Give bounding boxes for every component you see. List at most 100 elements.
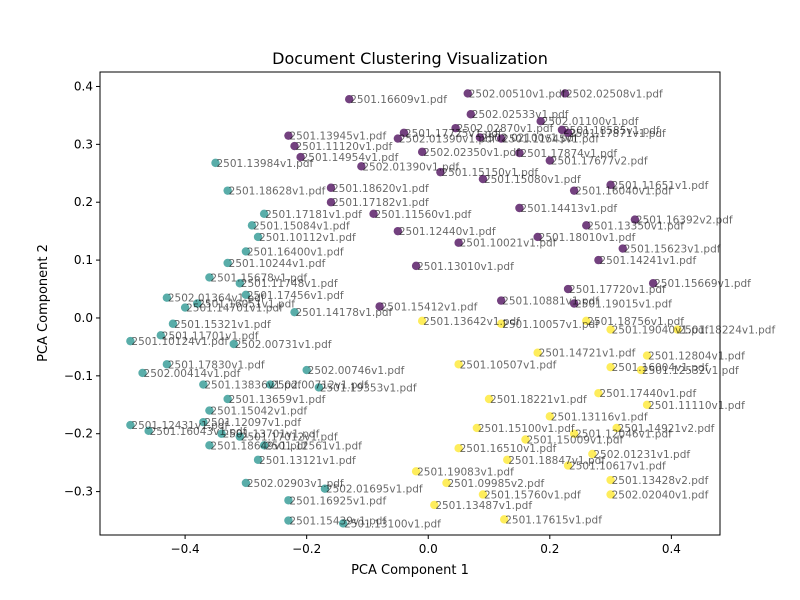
data-point xyxy=(223,394,232,404)
data-point xyxy=(126,420,135,430)
data-point xyxy=(247,221,257,230)
data-point xyxy=(180,303,190,312)
data-point xyxy=(618,244,627,253)
point-label: 2501.17871v1.pdf xyxy=(569,128,666,140)
data-point xyxy=(144,426,153,436)
point-label: 2501.13116v1.pdf xyxy=(551,411,648,423)
data-point xyxy=(235,279,245,288)
data-point xyxy=(454,443,463,453)
data-point xyxy=(496,134,506,143)
point-label: 2501.13836v1.pdf xyxy=(204,380,301,392)
data-point xyxy=(563,284,573,294)
data-point xyxy=(500,515,509,524)
point-label: 2501.12440v1.pdf xyxy=(399,226,496,238)
point-label: 2501.12561v1.pdf xyxy=(265,440,362,452)
plot-frame xyxy=(99,71,721,536)
point-label: 2501.19015v1.pdf xyxy=(575,299,672,311)
point-label: 2501.15080v1.pdf xyxy=(484,174,581,186)
data-point xyxy=(199,380,208,389)
points-layer xyxy=(126,89,682,528)
point-label: 2501.11545v1.pdf xyxy=(502,134,599,146)
x-tick-label: −0.2 xyxy=(292,542,321,556)
data-point xyxy=(411,467,421,476)
point-label: 2502.00731v1.pdf xyxy=(235,339,332,351)
point-label: 2501.15412v1.pdf xyxy=(381,301,478,313)
point-label: 2501.12431v1.pdf xyxy=(131,420,228,432)
data-point xyxy=(569,429,579,438)
data-point xyxy=(582,221,591,230)
data-point xyxy=(296,152,305,162)
data-point xyxy=(594,389,603,398)
point-label: 2501.14721v1.pdf xyxy=(539,348,636,360)
point-label: 2501.11701v1.pdf xyxy=(162,330,259,342)
point-label: 2501.18620v1.pdf xyxy=(332,183,429,195)
point-label: 2501.14954v1.pdf xyxy=(302,152,399,164)
point-label: 2501.12804v1.pdf xyxy=(648,351,745,363)
data-point xyxy=(478,174,488,184)
data-point xyxy=(478,490,488,499)
point-label: 2501.18585v1.pdf xyxy=(563,125,660,137)
data-point xyxy=(673,325,682,334)
point-label: 2502.02903v1.pdf xyxy=(247,478,344,490)
point-label: 2501.11748v1.pdf xyxy=(241,278,338,290)
data-point xyxy=(503,455,512,464)
data-point xyxy=(223,186,232,195)
y-tick-label: −0.3 xyxy=(64,485,93,499)
data-point xyxy=(533,348,542,357)
point-label: 2501.11110v1.pdf xyxy=(648,400,745,412)
point-label: 2501.16925v1.pdf xyxy=(289,495,386,507)
point-label: 2501.15321v1.pdf xyxy=(174,319,271,331)
data-point xyxy=(533,232,542,242)
point-label: 2501.18221v1.pdf xyxy=(490,394,587,406)
data-point xyxy=(338,519,348,528)
data-point xyxy=(193,299,202,308)
point-label: 2501.18628v1.pdf xyxy=(229,186,326,198)
point-label: 2501.12046v1.pdf xyxy=(575,429,672,441)
data-point xyxy=(606,325,615,334)
point-label: 2501.15042v1.pdf xyxy=(210,406,307,418)
point-label: 2502.01390v1.pdf xyxy=(399,134,496,146)
point-label: 2502.02508v1.pdf xyxy=(566,88,663,100)
data-point xyxy=(563,128,573,137)
point-label: 2501.15100v1.pdf xyxy=(478,423,575,435)
point-label: 2501.13100v1.pdf xyxy=(344,518,441,530)
data-point xyxy=(472,423,482,433)
data-point xyxy=(205,273,214,282)
point-label: 2502.02040v1.pdf xyxy=(612,489,709,501)
point-label: 2501.10244v1.pdf xyxy=(229,258,326,270)
y-tick-label: 0.0 xyxy=(74,311,93,325)
x-tick-label: 0.4 xyxy=(662,542,681,556)
point-label: 2501.12097v1.pdf xyxy=(204,417,301,429)
point-label: 2501.15439v1.pdf xyxy=(289,516,386,528)
data-point xyxy=(290,307,299,317)
point-label: 2501.16043v1.pdf xyxy=(150,426,247,438)
data-point xyxy=(162,293,172,302)
data-point xyxy=(588,449,597,459)
data-point xyxy=(417,147,427,157)
point-labels-layer: 2501.16609v1.pdf 2502.00510v1.pdf 2502.025… xyxy=(131,88,775,530)
data-point xyxy=(290,141,299,151)
point-label: 2502.00712v1.pdf xyxy=(271,380,368,392)
data-point xyxy=(259,441,269,450)
x-tick-label: −0.4 xyxy=(171,542,200,556)
x-axis-ticks: −0.4 −0.2 0.0 0.2 0.4 xyxy=(171,535,681,556)
chart-title: Document Clustering Visualization xyxy=(272,49,548,68)
point-label: 2501.18224v1.pdf xyxy=(678,325,775,337)
data-point xyxy=(314,383,324,392)
data-point xyxy=(451,123,460,133)
point-label: 2502.00510v1.pdf xyxy=(469,88,566,100)
point-label: 2502.02100v1.pdf xyxy=(481,132,578,144)
point-label: 2502.01100v1.pdf xyxy=(542,116,639,128)
data-point xyxy=(436,167,445,177)
point-label: 2501.17677v2.pdf xyxy=(551,156,648,168)
data-point xyxy=(357,162,366,171)
point-label: 2501.11651v1.pdf xyxy=(612,180,709,192)
data-point xyxy=(594,255,603,265)
point-label: 2501.15760v1.pdf xyxy=(484,489,581,501)
data-point xyxy=(521,435,530,444)
point-label: 2501.18010v1.pdf xyxy=(539,232,636,244)
data-point xyxy=(606,362,615,372)
point-label: 2502.02870v1.pdf xyxy=(457,123,554,135)
x-tick-label: 0.2 xyxy=(540,542,559,556)
data-point xyxy=(496,296,506,305)
